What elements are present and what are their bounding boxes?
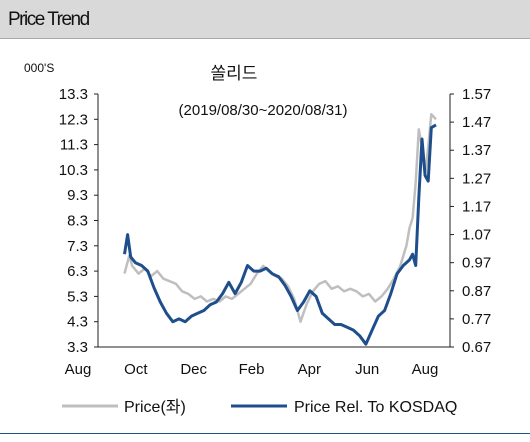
y-right-tick-label: 1.57 — [462, 86, 491, 103]
legend-label-relative: Price Rel. To KOSDAQ — [294, 399, 457, 416]
x-tick-label: Feb — [239, 361, 265, 378]
y-left-tick-label: 9.3 — [67, 187, 88, 204]
y-right-tick-label: 1.37 — [462, 142, 491, 159]
y-right-tick-label: 0.67 — [462, 339, 491, 356]
header-bar: Price Trend — [0, 0, 530, 38]
y-right-tick-label: 0.77 — [462, 311, 491, 328]
y-left-unit-label: 000'S — [24, 61, 54, 75]
x-tick-label: Oct — [124, 361, 148, 378]
x-tick-label: Jun — [355, 361, 379, 378]
series-line-price — [123, 112, 437, 323]
series-layer — [123, 112, 437, 346]
y-right-tick-label: 0.97 — [462, 255, 491, 272]
y-right-tick-label: 1.47 — [462, 114, 491, 131]
y-right-tick-labels: 1.57 1.47 1.37 1.27 1.17 1.07 0.97 0.87 0.77 0.67 — [462, 86, 491, 356]
y-right-tick-label: 1.07 — [462, 227, 491, 244]
chart-axes — [94, 93, 454, 348]
y-left-tick-label: 5.3 — [67, 288, 88, 305]
legend-label-price: Price(좌) — [124, 398, 186, 416]
chart-subtitle: (2019/08/30~2020/08/31) — [179, 102, 348, 119]
y-left-tick-label: 4.3 — [67, 314, 88, 331]
price-trend-chart: 쏠리드 (2019/08/30~2020/08/31) 000'S 13.3 12… — [24, 61, 491, 416]
x-tick-label: Apr — [298, 361, 321, 378]
y-right-tick-label: 0.87 — [462, 283, 491, 300]
y-left-tick-label: 7.3 — [67, 238, 88, 255]
y-left-tick-label: 6.3 — [67, 263, 88, 280]
x-tick-label: Aug — [412, 361, 439, 378]
y-left-tick-labels: 13.3 12.3 11.3 10.3 9.3 8.3 7.3 6.3 5.3 4.3 3.3 — [59, 86, 88, 356]
bottom-divider — [0, 433, 530, 434]
chart-title: 쏠리드 — [211, 64, 258, 83]
series-line-relative-to-kosdaq — [123, 123, 437, 346]
x-tick-labels: Aug Oct Dec Feb Apr Jun Aug — [65, 361, 439, 378]
x-tick-label: Aug — [65, 361, 92, 378]
y-left-tick-label: 13.3 — [59, 86, 88, 103]
y-right-tick-label: 1.17 — [462, 198, 491, 215]
y-right-tick-label: 1.27 — [462, 170, 491, 187]
y-left-tick-label: 12.3 — [59, 111, 88, 128]
legend: Price(좌) Price Rel. To KOSDAQ — [62, 398, 457, 416]
y-left-tick-label: 3.3 — [67, 339, 88, 356]
y-left-tick-label: 11.3 — [60, 137, 88, 154]
y-left-tick-label: 8.3 — [67, 213, 88, 230]
header-title: Price Trend — [8, 9, 90, 30]
header-divider — [0, 38, 530, 39]
y-left-tick-label: 10.3 — [59, 162, 88, 179]
x-tick-label: Dec — [180, 361, 207, 378]
